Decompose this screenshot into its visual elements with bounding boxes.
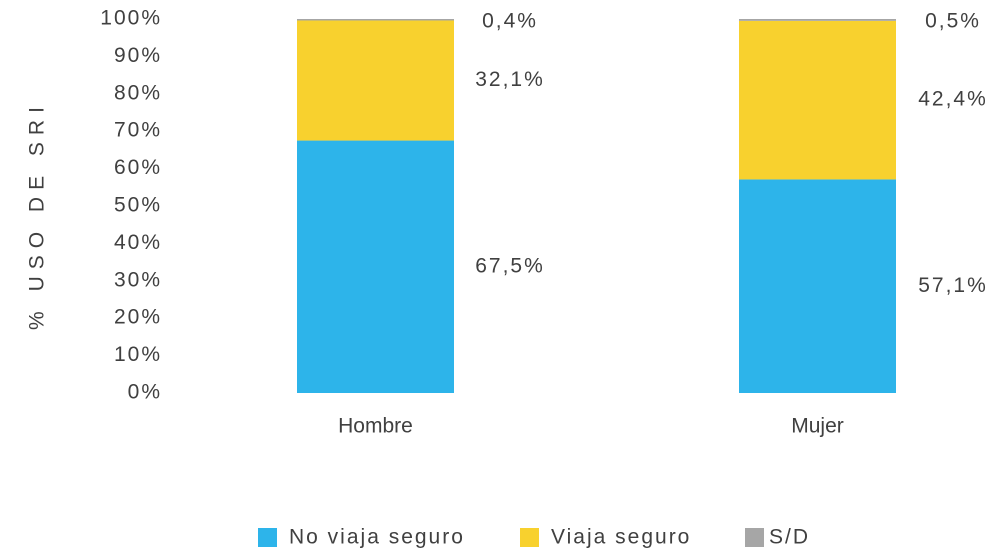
- y-tick-label: 10%: [114, 343, 162, 366]
- y-tick-label: 30%: [114, 268, 162, 291]
- x-tick-label: Hombre: [338, 415, 413, 438]
- bar-segment: [739, 179, 896, 393]
- legend-label: No viaja seguro: [289, 526, 465, 549]
- x-tick-label: Mujer: [791, 415, 844, 438]
- bar-segment: [739, 19, 896, 21]
- y-tick-label: 80%: [114, 81, 162, 104]
- data-label: 67,5%: [475, 254, 545, 277]
- bar-segment: [297, 19, 454, 21]
- y-tick-label: 60%: [114, 156, 162, 179]
- y-tick-label: 70%: [114, 119, 162, 142]
- y-tick-label: 20%: [114, 306, 162, 329]
- bar-segment: [739, 20, 896, 180]
- legend-label: S/D: [769, 526, 810, 549]
- legend-swatch: [520, 528, 539, 547]
- y-axis-label: % USO DE SRI: [26, 100, 49, 330]
- bar-segment: [297, 140, 454, 393]
- y-tick-label: 40%: [114, 231, 162, 254]
- y-tick-label: 100%: [100, 7, 162, 30]
- data-label: 0,5%: [925, 10, 981, 33]
- legend-swatch: [258, 528, 277, 547]
- data-label: 32,1%: [475, 68, 545, 91]
- data-label: 0,4%: [482, 10, 538, 33]
- bar-segment: [297, 20, 454, 141]
- data-label: 42,4%: [918, 88, 988, 111]
- legend-label: Viaja seguro: [551, 526, 691, 549]
- y-tick-label: 0%: [128, 381, 162, 404]
- y-tick-label: 90%: [114, 44, 162, 67]
- legend-swatch: [745, 528, 764, 547]
- y-tick-label: 50%: [114, 194, 162, 217]
- data-label: 57,1%: [918, 274, 988, 297]
